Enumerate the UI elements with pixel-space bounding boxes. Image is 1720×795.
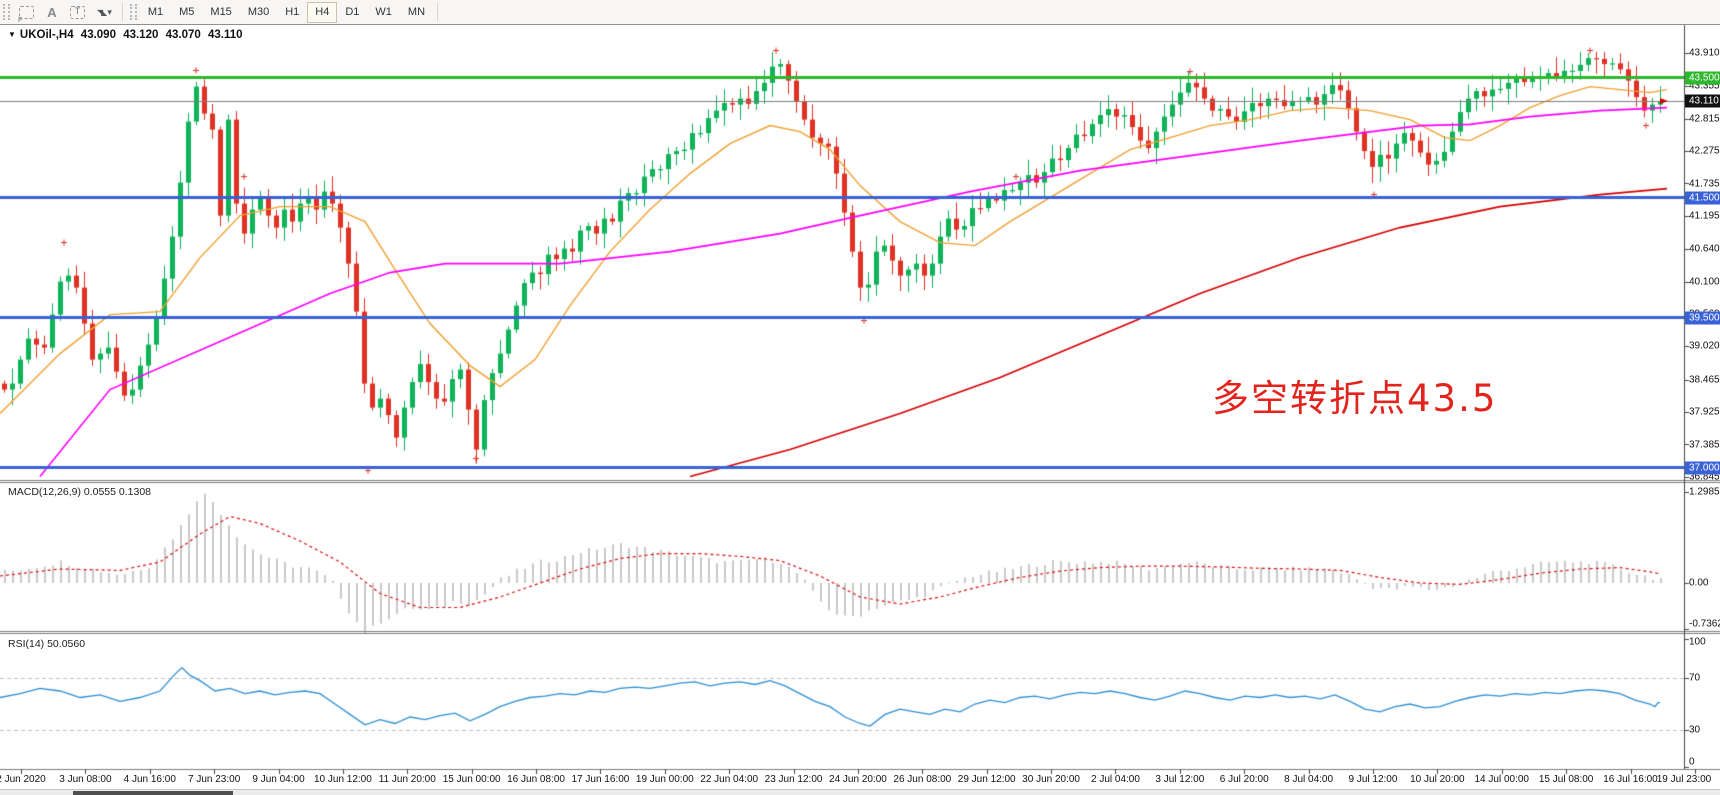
time-axis-label: 6 Jul 20:00 <box>1219 774 1269 785</box>
toolbar-separator <box>121 3 123 21</box>
h-scrollbar[interactable] <box>0 789 1720 795</box>
time-axis-label: 9 Jul 12:00 <box>1348 774 1398 785</box>
h-scrollbar-handle[interactable] <box>73 791 233 795</box>
chart-title: ▼ UKOil-,H4 43.090 43.120 43.070 43.110 <box>8 29 247 41</box>
macd-tick: -0.7362 <box>1689 618 1720 630</box>
time-axis-label: 9 Jun 04:00 <box>252 774 305 785</box>
price-tick: 42.815 <box>1689 113 1720 125</box>
time-axis-label: 19 Jul 23:00 <box>1656 774 1712 785</box>
price-tick: 43.355 <box>1689 80 1720 92</box>
time-axis-label: 2 Jun 2020 <box>0 774 46 785</box>
quote-open: 43.090 <box>80 29 116 41</box>
price-tick: 42.275 <box>1689 145 1720 157</box>
quote-close: 43.110 <box>207 29 243 41</box>
time-axis-label: 19 Jun 00:00 <box>635 774 694 785</box>
annotation-text: 多空转折点43.5 <box>1212 377 1498 420</box>
timeframe-m30[interactable]: M30 <box>247 6 270 18</box>
rsi-tick: 100 <box>1689 636 1706 648</box>
time-axis-label: 16 Jun 08:00 <box>507 774 565 785</box>
price-tick: 36.845 <box>1689 471 1720 483</box>
toolbar-grip-2[interactable] <box>129 4 137 20</box>
time-axis-label: 3 Jun 08:00 <box>59 774 112 785</box>
toolbar-grip[interactable] <box>3 4 10 20</box>
hline-price-label: 41.500 <box>1685 191 1720 205</box>
price-tick: 41.735 <box>1689 178 1720 189</box>
time-axis-label: 3 Jul 12:00 <box>1155 774 1205 785</box>
time-axis-label: 11 Jun 20:00 <box>378 774 436 785</box>
cursor-a-icon[interactable]: A <box>47 4 57 20</box>
time-axis-label: 23 Jun 12:00 <box>764 774 823 785</box>
price-tick: 41.195 <box>1689 210 1720 222</box>
time-axis-label: 14 Jul 00:00 <box>1474 774 1529 785</box>
time-axis-label: 15 Jun 00:00 <box>442 774 501 785</box>
price-tick: 43.910 <box>1689 47 1720 59</box>
timeframe-d1[interactable]: D1 <box>345 6 360 18</box>
time-axis-label: 15 Jul 08:00 <box>1538 774 1594 785</box>
timeframe-mn[interactable]: MN <box>407 6 426 18</box>
quote-low: 43.070 <box>165 29 201 41</box>
time-axis-label: 26 Jun 08:00 <box>893 774 952 785</box>
price-tick: 37.925 <box>1689 406 1720 418</box>
collapse-triangle-icon[interactable]: ▼ <box>8 30 16 39</box>
rsi-tick: 0 <box>1689 756 1695 768</box>
timeframe-h1[interactable]: H1 <box>285 6 300 18</box>
rsi-label: RSI(14) 50.0560 <box>8 638 86 650</box>
time-axis-label: 10 Jul 20:00 <box>1410 774 1465 785</box>
arrow-style-icon[interactable]: ◥◣ ▾ <box>97 6 112 17</box>
rsi-tick: 30 <box>1689 724 1701 736</box>
macd-label: MACD(12,26,9) 0.0555 0.1308 <box>8 486 152 498</box>
time-axis-label: 29 Jun 12:00 <box>957 774 1016 785</box>
time-axis-label: 10 Jun 12:00 <box>313 774 372 785</box>
time-axis-label: 4 Jun 16:00 <box>123 774 176 785</box>
timeframe-m1[interactable]: M1 <box>147 6 164 18</box>
time-axis-label: 30 Jun 20:00 <box>1022 774 1080 785</box>
price-tick: 40.640 <box>1689 243 1720 255</box>
hline-price-label: 37.000 <box>1685 461 1720 475</box>
dropdown-caret-icon[interactable]: ▾ <box>107 6 112 17</box>
grid-f-icon[interactable]: F <box>13 2 40 24</box>
macd-tick: 1.2985 <box>1689 486 1720 498</box>
time-axis-label: 24 Jun 20:00 <box>829 774 887 785</box>
symbol-period: UKOil-,H4 <box>19 29 74 41</box>
price-tick: 37.385 <box>1689 439 1720 450</box>
time-axis-label: 16 Jul 16:00 <box>1603 774 1658 785</box>
timeframe-w1[interactable]: W1 <box>375 6 392 18</box>
time-axis-label: 22 Jun 04:00 <box>700 774 759 785</box>
timeframe-m15[interactable]: M15 <box>210 6 232 18</box>
text-label-icon[interactable]: T <box>64 2 91 23</box>
price-tick: 40.100 <box>1689 276 1720 288</box>
timeframe-h4[interactable]: H4 <box>307 1 338 23</box>
time-axis-label: 7 Jun 23:00 <box>187 774 241 785</box>
quote-high: 43.120 <box>123 29 159 41</box>
time-axis-label: 8 Jul 04:00 <box>1284 774 1334 785</box>
toolbar: F A T ◥◣ ▾ M1 M5 M15 M30 H1 H4 D1 W1 MN <box>0 0 1720 25</box>
toolbar-separator-2 <box>437 3 439 21</box>
current-price-label: 43.110 <box>1685 94 1720 108</box>
grid-f-icon-box: F <box>18 5 34 24</box>
hline-price-label: 43.500 <box>1685 71 1720 85</box>
timeframe-m5[interactable]: M5 <box>179 6 195 18</box>
time-axis-label: 17 Jun 16:00 <box>571 774 630 785</box>
rsi-tick: 70 <box>1689 672 1701 684</box>
price-tick: 38.465 <box>1689 374 1720 386</box>
hline-price-label: 39.500 <box>1685 311 1720 325</box>
macd-tick: 0.00 <box>1689 577 1709 589</box>
price-tick: 39.020 <box>1689 340 1720 352</box>
time-axis-label: 2 Jul 04:00 <box>1090 774 1140 785</box>
